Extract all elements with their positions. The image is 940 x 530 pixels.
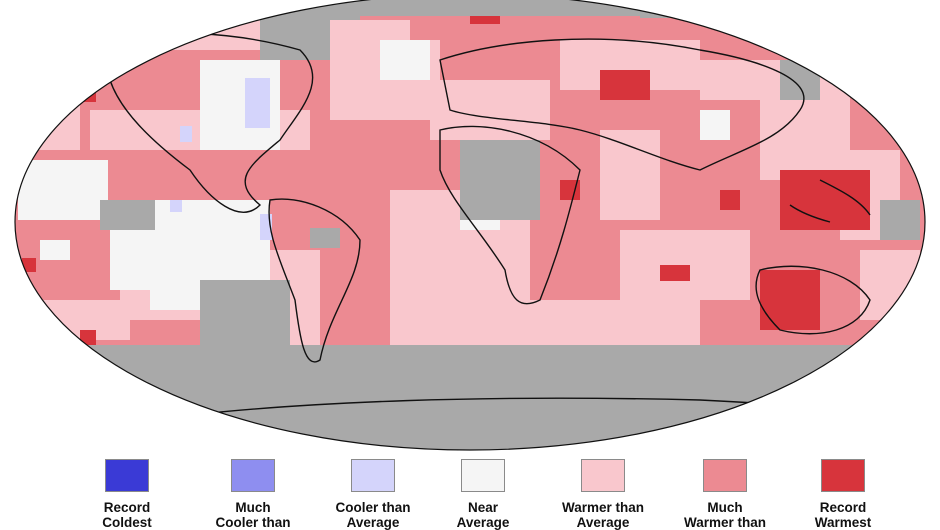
legend-label-line: Near [467,500,499,515]
legend-label-line: Average [576,515,630,530]
legend-label-line: Much [707,500,743,515]
legend-swatch [821,459,865,492]
legend-label: Near Average [418,500,548,530]
legend-label-line: Warmer than [561,500,644,515]
legend-swatch [461,459,505,492]
legend-label-line: Cooler than [335,500,411,515]
legend-item: Cooler than Average [308,459,438,530]
legend-label-line: Coldest [102,515,152,530]
legend-swatch [351,459,395,492]
legend-item: Near Average [418,459,548,530]
legend-label-line: Cooler than [215,515,291,530]
legend-swatch [105,459,149,492]
legend-label: Warmer than Average [538,500,668,530]
legend-swatch [231,459,275,492]
legend-label-line: Warmest [814,515,872,530]
map-boundary [14,0,926,451]
legend-label-line: Warmer than [683,515,766,530]
legend-item: Record Coldest [62,459,192,530]
legend-item: Record Warmest [778,459,908,530]
legend-item: Warmer than Average [538,459,668,530]
legend-label: Much Warmer than [660,500,790,530]
legend: Record Coldest Much Cooler than Cooler than A… [0,455,940,530]
legend-label-line: Average [456,515,510,530]
legend-label: Record Warmest [778,500,908,530]
legend-label: Much Cooler than [188,500,318,530]
legend-label-line: Record [103,500,151,515]
legend-label: Record Coldest [62,500,192,530]
legend-swatch [581,459,625,492]
legend-label-line: Much [235,500,271,515]
legend-item: Much Cooler than [188,459,318,530]
legend-item: Much Warmer than [660,459,790,530]
world-temperature-anomaly-map [14,0,926,451]
legend-label-line: Record [819,500,867,515]
legend-swatch [703,459,747,492]
